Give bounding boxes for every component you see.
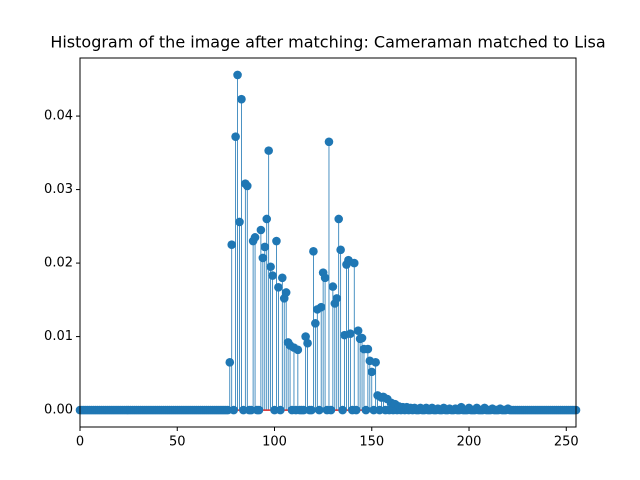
x-tick-label: 150	[359, 435, 384, 450]
y-tick-label: 0.00	[44, 403, 73, 418]
stem-marker	[326, 405, 336, 415]
stem-marker	[281, 288, 291, 297]
stem-marker	[256, 225, 266, 235]
x-tick-label: 200	[457, 435, 482, 450]
stem-marker	[237, 94, 246, 104]
stem-marker	[258, 253, 268, 263]
stem-marker	[242, 181, 252, 191]
x-tick-label: 0	[76, 435, 84, 450]
stem-marker	[227, 240, 237, 250]
stem-marker	[336, 245, 345, 255]
stem-marker	[260, 242, 270, 252]
stem-marker	[266, 262, 275, 272]
stem-marker	[250, 233, 260, 242]
stem-marker	[314, 405, 324, 415]
stem-marker	[276, 405, 285, 415]
x-tick-label: 50	[169, 435, 186, 450]
stem-marker	[311, 319, 320, 328]
stem-marker	[328, 282, 338, 291]
stem-marker	[351, 405, 361, 415]
stem-marker	[225, 358, 235, 367]
stem-marker	[235, 217, 244, 227]
stem-marker	[338, 405, 347, 415]
stem-marker	[264, 146, 273, 155]
stem-marker	[262, 214, 272, 224]
stem-marker	[332, 294, 342, 303]
stem-marker	[293, 345, 303, 355]
stem-marker	[316, 302, 326, 312]
stem-marker	[367, 367, 377, 377]
y-tick-label: 0.02	[44, 256, 73, 271]
stem-marker	[231, 132, 240, 141]
y-tick-label: 0.01	[44, 329, 73, 344]
stem-marker	[371, 358, 380, 367]
y-tick-label: 0.04	[44, 109, 73, 124]
stem-marker	[233, 70, 242, 80]
stem-marker	[349, 258, 359, 268]
stem-marker	[361, 405, 371, 415]
stem-marker	[254, 405, 264, 415]
x-tick-label: 100	[262, 435, 287, 450]
stem-marker	[346, 329, 355, 338]
stem-marker	[334, 214, 343, 224]
stem-marker	[274, 283, 283, 292]
stem-marker	[303, 338, 312, 348]
stem-marker	[324, 137, 334, 147]
stem-marker	[268, 271, 277, 280]
stem-marker	[363, 344, 373, 354]
stem-marker	[309, 247, 318, 256]
stem-marker	[272, 236, 281, 246]
stem-marker	[301, 332, 310, 341]
chart-title: Histogram of the image after matching: C…	[50, 33, 605, 52]
y-tick-label: 0.03	[44, 182, 73, 197]
stem-marker	[307, 405, 316, 415]
stem-marker	[353, 326, 363, 336]
stem-marker	[229, 405, 238, 415]
x-tick-label: 250	[554, 435, 579, 450]
stem-marker	[357, 333, 367, 343]
stem-marker	[277, 273, 287, 283]
stem-marker	[320, 273, 330, 283]
plot-frame	[79, 57, 577, 428]
